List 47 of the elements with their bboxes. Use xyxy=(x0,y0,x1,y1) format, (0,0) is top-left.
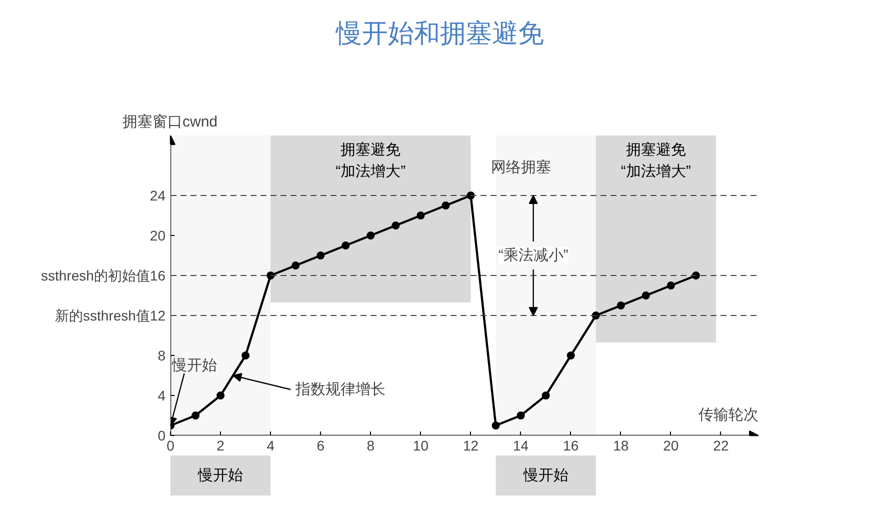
band-label: 慢开始 xyxy=(197,467,244,484)
point xyxy=(392,222,400,230)
point xyxy=(642,292,650,300)
point xyxy=(342,242,350,250)
x-tick-label: 14 xyxy=(513,438,529,454)
point xyxy=(216,392,225,400)
point xyxy=(492,422,500,430)
x-tick-label: 4 xyxy=(266,438,275,454)
annotation: 网络拥塞 xyxy=(490,159,551,176)
point xyxy=(192,412,200,420)
x-tick-label: 2 xyxy=(216,438,225,454)
chart-title: 慢开始和拥塞避免 xyxy=(334,17,545,50)
point xyxy=(316,252,325,260)
point xyxy=(242,352,250,360)
x-tick-label: 18 xyxy=(613,438,629,454)
y-tick-label: 新的ssthresh值12 xyxy=(55,308,166,324)
y-axis-title: 拥塞窗口cwnd xyxy=(122,114,218,130)
point xyxy=(292,262,300,270)
point xyxy=(266,272,275,280)
y-tick-label: 4 xyxy=(158,388,166,404)
y-tick-label: 8 xyxy=(158,348,166,364)
point xyxy=(616,302,625,310)
x-tick-label: 20 xyxy=(663,438,679,454)
point xyxy=(542,392,550,400)
x-tick-label: 16 xyxy=(563,438,579,454)
point xyxy=(566,352,575,360)
x-tick-label: 8 xyxy=(366,438,375,454)
x-tick-label: 6 xyxy=(316,438,325,454)
y-tick-label: 20 xyxy=(150,228,166,244)
y-tick-label: 24 xyxy=(150,188,166,204)
x-tick-label: 22 xyxy=(713,438,729,454)
annotation: “乘法减小” xyxy=(498,247,568,264)
annotation: 慢开始 xyxy=(170,357,217,374)
band-label: 拥塞避免 “加法增大” xyxy=(336,142,406,180)
y-tick-label: 0 xyxy=(158,428,166,444)
point xyxy=(516,412,525,420)
x-axis-title: 传输轮次 xyxy=(698,406,758,424)
point xyxy=(366,232,375,240)
x-tick-label: 10 xyxy=(412,438,429,454)
point xyxy=(416,212,425,220)
band-label: 拥塞避免 “加法增大” xyxy=(620,142,691,180)
point xyxy=(666,282,675,290)
point xyxy=(442,202,450,210)
band-label: 慢开始 xyxy=(522,467,568,484)
x-tick-label: 12 xyxy=(462,438,479,454)
annotation: 指数规律增长 xyxy=(294,381,386,398)
y-tick-label: ssthresh的初始值16 xyxy=(41,268,166,284)
